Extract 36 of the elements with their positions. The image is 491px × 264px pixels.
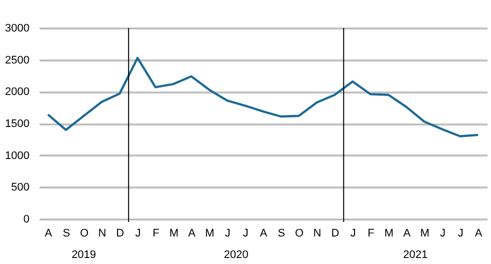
x-tick-label: M <box>420 228 430 240</box>
x-tick-label: M <box>384 228 394 240</box>
y-tick-label: 1000 <box>5 150 30 162</box>
x-tick-label: O <box>295 228 304 240</box>
x-tick-label: A <box>474 228 483 240</box>
y-tick-label: 2500 <box>5 54 30 66</box>
y-tick-label: 3000 <box>5 22 30 34</box>
x-tick-label: F <box>152 228 160 240</box>
y-tick-label: 500 <box>11 182 30 194</box>
text: 2019 <box>72 249 96 261</box>
x-tick-label: J <box>440 228 446 240</box>
y-tick-label: 2000 <box>5 86 30 98</box>
x-tick-label: J <box>350 228 356 240</box>
x-tick-label: D <box>116 228 124 240</box>
x-tick-label: J <box>135 228 141 240</box>
text: 2020 <box>224 249 248 261</box>
x-tick-label: A <box>44 228 53 240</box>
y-tick-label: 0 <box>23 214 30 226</box>
x-tick-label: S <box>278 228 286 240</box>
x-tick-label: M <box>169 228 178 240</box>
x-tick-label: A <box>260 228 268 240</box>
text: 2021 <box>403 249 428 261</box>
x-tick-label: N <box>313 228 322 240</box>
line-series <box>46 56 480 138</box>
x-tick-label: J <box>224 228 230 240</box>
x-tick-label: J <box>242 228 248 240</box>
x-tick-label: S <box>62 228 70 240</box>
y-tick-label: 1500 <box>5 118 30 130</box>
x-tick-label: M <box>205 228 214 240</box>
x-tick-label: F <box>368 228 375 240</box>
x-tick-label: N <box>98 228 106 240</box>
x-tick-label: O <box>80 228 90 240</box>
x-tick-label: J <box>458 228 464 240</box>
x-tick-label: A <box>188 228 196 240</box>
x-tick-label: D <box>331 228 340 240</box>
x-tick-label: A <box>403 228 412 240</box>
